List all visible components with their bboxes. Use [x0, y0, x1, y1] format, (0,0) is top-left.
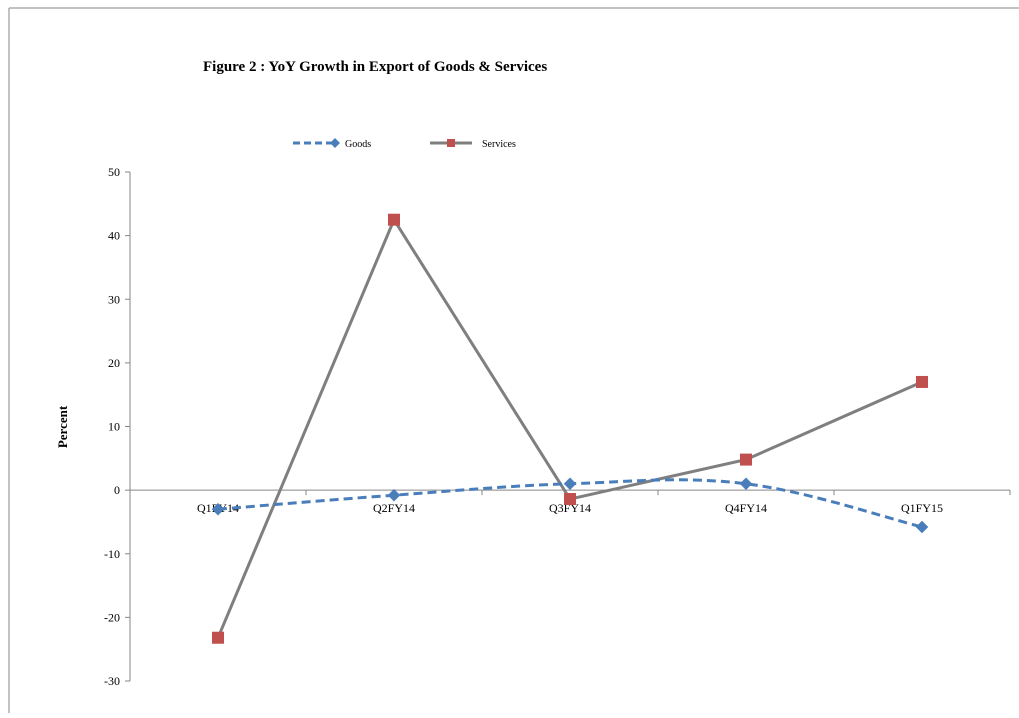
services-point — [212, 631, 224, 644]
goods-point — [211, 502, 225, 516]
legend-item-goods: Goods — [293, 138, 371, 150]
y-tick-label: -30 — [104, 674, 120, 688]
legend: Goods Services — [293, 138, 516, 150]
goods-point — [915, 520, 929, 534]
services-point — [916, 375, 928, 388]
goods-point — [563, 477, 577, 491]
legend-swatch-marker — [447, 139, 455, 147]
y-tick-label: -20 — [104, 610, 120, 624]
y-tick-label: 40 — [108, 229, 120, 243]
legend-swatch-marker — [330, 138, 340, 148]
chart-title: Figure 2 : YoY Growth in Export of Goods… — [203, 59, 547, 75]
services-point — [388, 213, 400, 226]
services-line — [216, 216, 923, 639]
legend-label: Services — [482, 139, 516, 150]
y-axis-label: Percent — [55, 405, 70, 448]
axes: 50403020100-10-20-30Q1FY14Q2FY14Q3FY14Q4… — [104, 165, 1011, 688]
y-tick-label: 50 — [108, 165, 120, 179]
x-tick-label: Q1FY15 — [901, 501, 943, 515]
y-tick-label: 30 — [108, 292, 120, 306]
series-layer — [211, 213, 929, 644]
services-series — [212, 213, 928, 644]
services-point — [564, 493, 576, 506]
y-tick-label: -10 — [104, 547, 120, 561]
y-tick-label: 10 — [108, 420, 120, 434]
legend-item-services: Services — [430, 139, 516, 150]
goods-point — [739, 477, 753, 491]
x-tick-label: Q2FY14 — [373, 501, 415, 515]
x-tick-label: Q4FY14 — [725, 501, 767, 515]
services-point — [740, 453, 752, 466]
goods-series — [211, 477, 929, 534]
legend-label: Goods — [345, 139, 371, 150]
goods-point — [387, 488, 401, 502]
y-tick-label: 0 — [114, 483, 120, 497]
x-tick-label: Q3FY14 — [549, 501, 591, 515]
y-tick-label: 20 — [108, 356, 120, 370]
